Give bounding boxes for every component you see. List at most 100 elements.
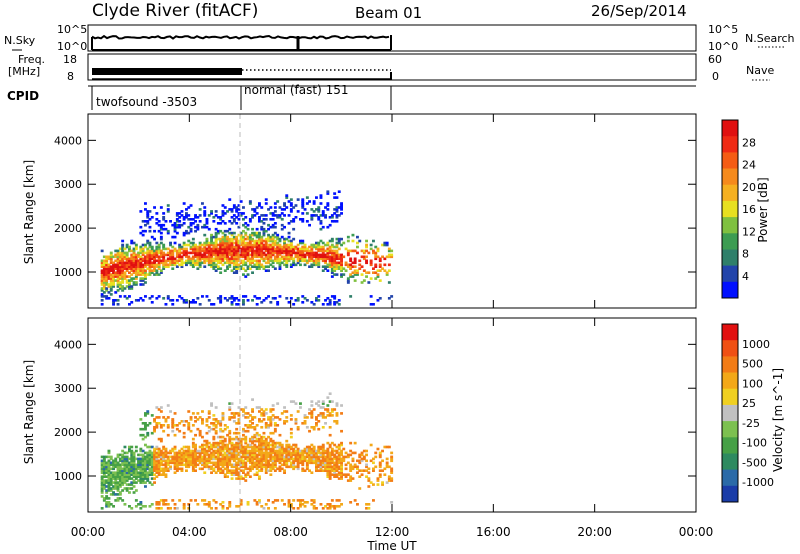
data-cell	[235, 457, 239, 461]
data-cell	[214, 263, 218, 267]
data-cell	[255, 253, 259, 257]
data-cell	[191, 222, 195, 225]
data-cell	[378, 259, 382, 263]
data-cell	[287, 257, 291, 261]
data-cell	[121, 279, 125, 282]
data-cell	[141, 427, 145, 431]
data-cell	[121, 483, 125, 486]
data-cell	[312, 210, 316, 213]
data-cell	[137, 465, 140, 469]
data-cell	[246, 249, 250, 253]
data-cell	[278, 443, 282, 447]
data-cell	[330, 249, 334, 253]
data-cell	[328, 503, 332, 506]
data-cell	[196, 418, 200, 421]
data-cell	[205, 257, 209, 261]
y-tick-label: 4000	[54, 338, 82, 351]
colorbar-swatch	[722, 200, 738, 218]
data-cell	[258, 249, 261, 253]
data-cell	[381, 267, 384, 270]
data-cell	[141, 243, 145, 247]
data-cell	[107, 297, 111, 300]
data-cell	[308, 459, 311, 463]
data-cell	[134, 273, 138, 276]
data-cell	[139, 449, 143, 453]
data-cell	[196, 263, 200, 267]
data-cell	[112, 477, 115, 480]
data-cell	[267, 259, 270, 263]
data-cell	[232, 265, 236, 268]
data-cell	[221, 439, 225, 443]
data-cell	[207, 251, 211, 255]
data-cell	[346, 249, 350, 253]
data-cell	[287, 443, 291, 447]
data-cell	[235, 249, 239, 253]
data-cell	[171, 251, 175, 255]
data-cell	[128, 477, 131, 480]
data-cell	[121, 261, 125, 265]
data-cell	[278, 253, 282, 257]
data-cell	[173, 451, 177, 455]
data-cell	[116, 257, 120, 261]
data-cell	[255, 243, 259, 247]
data-cell	[358, 259, 362, 263]
data-cell	[139, 283, 143, 286]
data-cell	[287, 247, 291, 251]
data-cell	[221, 441, 225, 445]
data-cell	[116, 453, 120, 457]
data-cell	[251, 245, 254, 249]
data-cell	[264, 422, 268, 425]
data-cell	[210, 457, 213, 461]
data-cell	[221, 455, 225, 459]
data-cell	[303, 257, 307, 261]
data-cell	[230, 297, 234, 300]
data-cell	[148, 445, 152, 449]
data-cell	[219, 255, 223, 259]
data-cell	[258, 459, 261, 463]
data-cell	[203, 457, 207, 461]
data-cell	[273, 235, 277, 239]
data-cell	[283, 503, 286, 506]
data-cell	[278, 418, 282, 421]
data-cell	[178, 216, 182, 219]
data-cell	[155, 501, 159, 504]
data-cell	[289, 253, 293, 257]
data-cell	[276, 253, 280, 257]
data-cell	[187, 449, 191, 453]
data-cell	[219, 222, 223, 225]
data-cell	[287, 465, 291, 469]
data-cell	[267, 253, 270, 257]
data-cell	[333, 295, 337, 298]
data-cell	[216, 257, 220, 261]
data-cell	[134, 253, 138, 257]
data-cell	[109, 287, 113, 290]
data-cell	[203, 261, 207, 265]
data-cell	[128, 259, 131, 263]
data-cell	[102, 473, 106, 476]
data-cell	[269, 469, 273, 472]
data-cell	[212, 249, 216, 253]
data-cell	[221, 449, 225, 453]
data-cell	[328, 461, 332, 465]
data-cell	[182, 451, 186, 455]
data-cell	[226, 243, 229, 247]
data-cell	[123, 481, 127, 484]
data-cell	[296, 467, 300, 471]
data-cell	[251, 457, 254, 461]
data-cell	[315, 297, 318, 300]
data-cell	[185, 249, 188, 253]
data-cell	[114, 481, 118, 484]
data-cell	[349, 469, 353, 472]
data-cell	[112, 475, 115, 478]
data-cell	[153, 463, 156, 467]
data-cell	[276, 467, 280, 471]
data-cell	[205, 243, 209, 247]
data-cell	[387, 249, 391, 253]
data-cell	[100, 265, 104, 268]
data-cell	[118, 469, 122, 472]
data-cell	[365, 465, 368, 469]
data-cell	[166, 404, 170, 407]
data-cell	[100, 479, 104, 482]
data-cell	[374, 245, 378, 249]
data-cell	[299, 251, 302, 255]
